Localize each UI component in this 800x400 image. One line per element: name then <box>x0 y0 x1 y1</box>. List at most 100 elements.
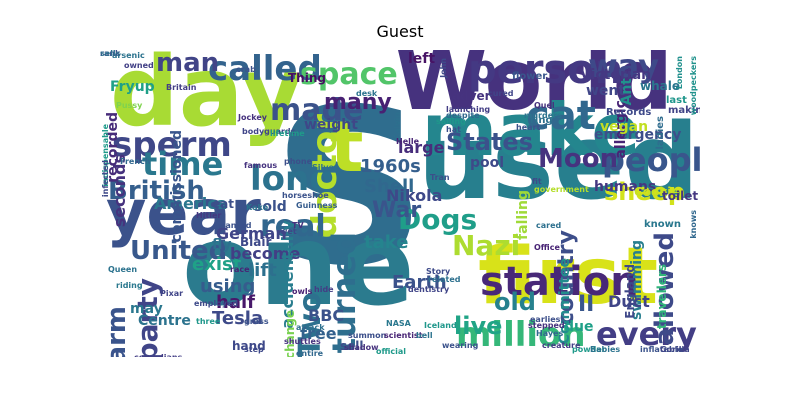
cloud-word: person <box>468 50 624 93</box>
cloud-word: sperm <box>112 125 232 165</box>
cloud-word: Nazi <box>452 229 521 262</box>
cloud-word: Thing <box>288 71 326 85</box>
cloud-word: wanted <box>218 221 252 230</box>
cloud-word: step <box>244 345 264 354</box>
cloud-word: change <box>283 310 297 357</box>
cloud-word: Office <box>534 243 560 252</box>
word-cloud: S World one used first day make year t station mil… <box>100 50 700 357</box>
cloud-word: vegan <box>600 119 649 135</box>
cloud-word: sold <box>254 199 287 215</box>
cloud-word: United <box>130 236 228 266</box>
cloud-word: owls <box>292 287 313 296</box>
cloud-word: Fryup <box>110 79 155 95</box>
cloud-word: employed <box>194 299 239 308</box>
cloud-word: Queen <box>108 265 138 274</box>
cloud-word: knows <box>689 210 698 239</box>
cloud-word: sells <box>100 50 121 58</box>
cloud-word: toilet <box>662 189 699 203</box>
cloud-word: called <box>208 50 322 89</box>
cloud-word: left <box>408 51 436 67</box>
cloud-word: whale <box>640 79 680 93</box>
cloud-word: Babies <box>590 345 621 354</box>
cloud-word: wet <box>280 227 297 236</box>
cloud-word: crab <box>236 65 256 74</box>
cloud-word: Hitler <box>196 211 222 220</box>
cloud-word: Tran <box>430 173 450 182</box>
cloud-word: known <box>644 219 681 230</box>
cloud-word: space <box>300 57 398 92</box>
cloud-word: rank <box>100 50 121 58</box>
cloud-word: woodpeckers <box>689 56 698 116</box>
cloud-word: lifetime <box>270 129 305 138</box>
cloud-word: Tesla <box>212 308 264 329</box>
cloud-word: comedians <box>134 354 182 358</box>
cloud-word: government <box>534 185 589 194</box>
cloud-word: Silver <box>312 163 338 172</box>
cloud-word: desk <box>356 89 378 98</box>
cloud-word: Duct <box>608 292 650 311</box>
cloud-word: fly <box>212 237 232 253</box>
cloud-word: Nikola <box>386 186 443 205</box>
cloud-word: scientist <box>384 331 423 340</box>
cloud-word: flower <box>512 71 548 82</box>
cloud-word: cared <box>536 221 562 230</box>
cloud-word: heart <box>516 123 541 132</box>
cloud-word: made <box>270 93 364 128</box>
cloud-word: official <box>376 347 407 356</box>
cloud-word: murders <box>524 111 562 120</box>
cloud-word: commissioned <box>169 130 185 243</box>
cloud-word: British <box>108 176 205 206</box>
cloud-word: Records <box>606 107 652 118</box>
cloud-word: alarm <box>102 306 132 357</box>
cloud-word: TV <box>292 221 304 230</box>
cloud-word: real <box>260 209 326 244</box>
cloud-word: Blair <box>240 235 272 249</box>
cloud-word: lift <box>248 260 277 281</box>
cloud-word: England <box>623 264 637 319</box>
cloud-word: earliest <box>530 315 565 324</box>
cloud-word: become <box>230 244 301 263</box>
cloud-word: infected <box>101 160 110 198</box>
cloud-word: hide <box>314 285 334 294</box>
cloud-word: Cookie <box>634 185 680 199</box>
cloud-word: related <box>428 275 461 284</box>
cloud-word: due <box>564 319 594 335</box>
cloud-word: Shell <box>364 176 415 197</box>
cloud-word: Pixar <box>160 289 184 298</box>
cloud-word: despite <box>446 111 480 120</box>
cloud-word: ring <box>530 115 553 126</box>
cloud-word: summon <box>348 331 387 340</box>
cloud-word: Victorian <box>580 67 652 83</box>
cloud-word: bodyguards <box>242 127 296 136</box>
cloud-word: powder <box>572 345 606 354</box>
cloud-word: advert <box>452 89 497 103</box>
cloud-word: cured <box>488 89 514 98</box>
cloud-word: hand <box>232 339 266 353</box>
cloud-word: exist <box>192 254 242 275</box>
cloud-word: II <box>578 292 595 317</box>
cloud-word: long <box>250 159 334 199</box>
cloud-word: half <box>216 292 255 313</box>
cloud-word: attack <box>296 323 325 332</box>
cloud-word: falling <box>515 190 531 240</box>
cloud-word: humans <box>594 179 657 195</box>
cloud-word: may <box>130 301 163 317</box>
cloud-word: emergency <box>594 127 682 143</box>
cloud-word: Koko <box>246 203 269 212</box>
cloud-word: 1960s <box>360 156 421 177</box>
cloud-word: sailing <box>436 117 466 126</box>
cloud-word: phone <box>284 157 313 166</box>
cloud-word: fit <box>532 177 542 186</box>
cloud-word: stepped <box>528 321 565 330</box>
cloud-word: cat <box>526 93 596 139</box>
cloud-word: creature <box>542 341 581 350</box>
cloud-word: race <box>230 265 250 274</box>
cloud-word: inflatable <box>640 345 683 354</box>
cloud-word: dentistry <box>408 285 450 294</box>
cloud-word: World <box>395 50 673 129</box>
cloud-word: sell <box>340 339 364 353</box>
cloud-word: making <box>668 105 700 116</box>
cloud-word: S <box>272 62 427 313</box>
cloud-word: shuttles <box>284 337 321 346</box>
